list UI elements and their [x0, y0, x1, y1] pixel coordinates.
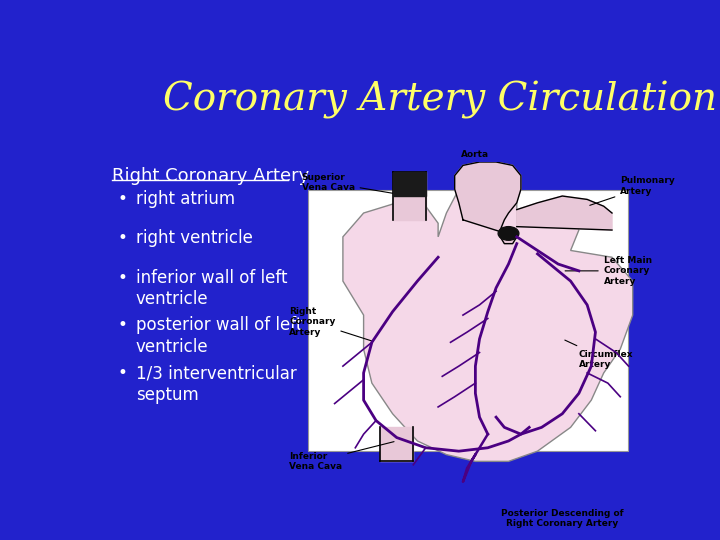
Text: Right
Coronary
Artery: Right Coronary Artery [289, 307, 374, 341]
Text: Aorta: Aorta [462, 150, 490, 159]
Text: inferior wall of left
ventricle: inferior wall of left ventricle [136, 268, 287, 308]
Text: •: • [118, 190, 127, 207]
Text: Superior
Vena Cava: Superior Vena Cava [302, 173, 406, 195]
FancyBboxPatch shape [307, 190, 629, 451]
Polygon shape [392, 172, 426, 220]
Text: posterior wall of left
ventricle: posterior wall of left ventricle [136, 316, 302, 356]
Text: •: • [118, 364, 127, 382]
Polygon shape [380, 427, 413, 461]
Polygon shape [455, 162, 521, 244]
Text: right atrium: right atrium [136, 190, 235, 207]
Polygon shape [392, 172, 426, 196]
Text: Coronary Artery Circulation: Coronary Artery Circulation [163, 81, 716, 119]
PathPatch shape [343, 176, 633, 461]
Text: •: • [118, 268, 127, 287]
Text: Pulmonary
Artery: Pulmonary Artery [590, 176, 675, 205]
Text: Left Main
Coronary
Artery: Left Main Coronary Artery [565, 256, 652, 286]
Polygon shape [517, 196, 612, 230]
Text: Right Coronary Artery: Right Coronary Artery [112, 167, 310, 185]
Text: Posterior Descending of
Right Coronary Artery: Posterior Descending of Right Coronary A… [501, 509, 624, 529]
Text: •: • [118, 316, 127, 334]
Text: Circumflex
Artery: Circumflex Artery [564, 340, 634, 369]
Text: •: • [118, 229, 127, 247]
Ellipse shape [498, 227, 519, 240]
Text: right ventricle: right ventricle [136, 229, 253, 247]
Text: 1/3 interventricular
septum: 1/3 interventricular septum [136, 364, 297, 404]
Text: Inferior
Vena Cava: Inferior Vena Cava [289, 442, 394, 471]
